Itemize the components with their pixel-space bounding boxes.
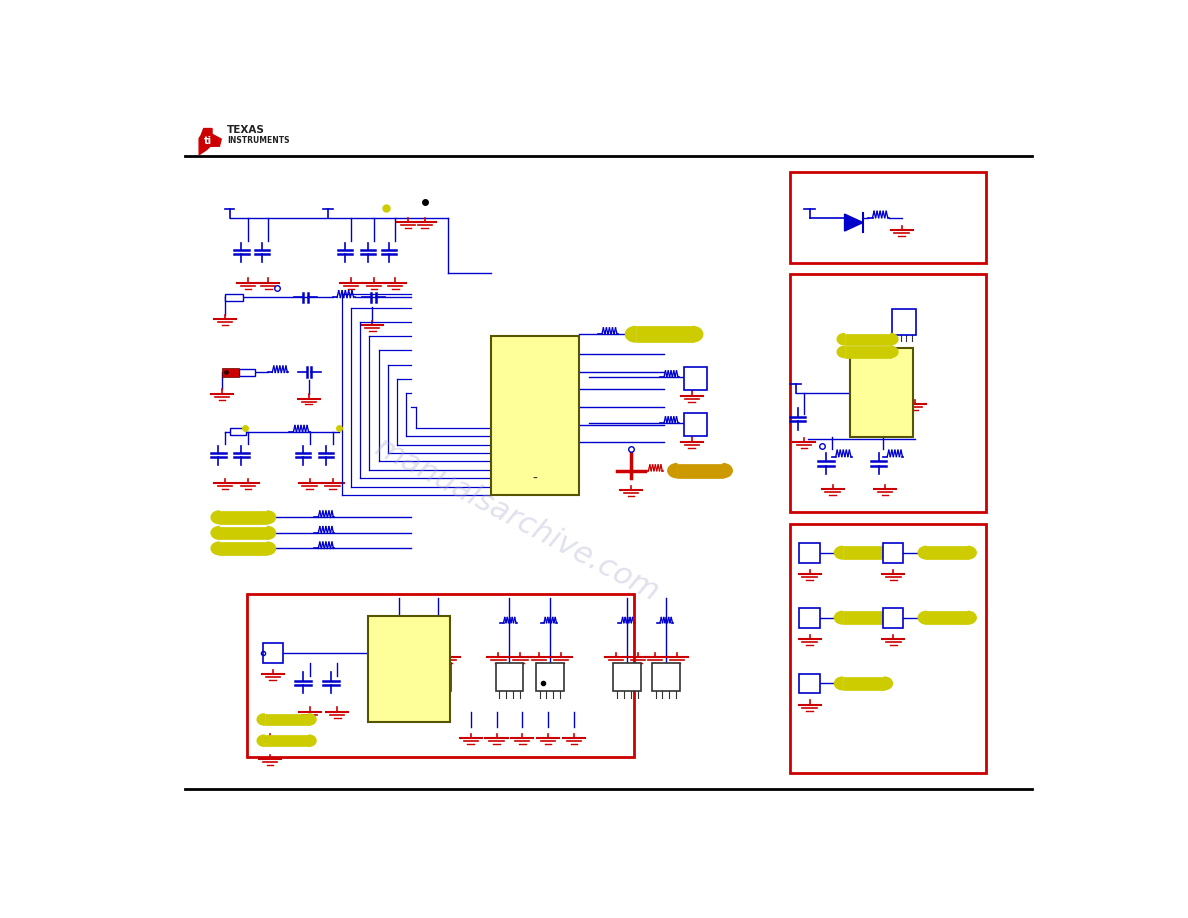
Bar xyxy=(536,663,564,691)
Text: ti: ti xyxy=(204,136,211,146)
Bar xyxy=(424,663,451,691)
Bar xyxy=(491,336,580,496)
Wedge shape xyxy=(668,464,677,477)
Bar xyxy=(495,663,523,691)
Bar xyxy=(220,527,267,539)
Wedge shape xyxy=(211,511,220,523)
Bar xyxy=(652,663,680,691)
Bar xyxy=(842,611,884,624)
Bar xyxy=(225,294,244,301)
Wedge shape xyxy=(309,735,316,746)
Wedge shape xyxy=(257,714,265,725)
Bar xyxy=(367,616,450,722)
Bar xyxy=(800,674,820,693)
Bar xyxy=(790,173,986,263)
Bar xyxy=(385,663,412,691)
Wedge shape xyxy=(918,546,927,559)
Wedge shape xyxy=(884,546,892,559)
Wedge shape xyxy=(834,546,842,559)
Wedge shape xyxy=(257,735,265,746)
Bar xyxy=(222,368,239,376)
Bar xyxy=(842,546,884,559)
Bar xyxy=(927,546,968,559)
Bar xyxy=(229,428,246,435)
Polygon shape xyxy=(200,129,221,155)
Bar xyxy=(265,735,309,746)
Wedge shape xyxy=(267,542,276,554)
Bar xyxy=(684,413,707,436)
Bar xyxy=(265,714,309,725)
Wedge shape xyxy=(968,546,977,559)
Wedge shape xyxy=(267,511,276,523)
Text: TEXAS: TEXAS xyxy=(227,126,265,136)
Bar xyxy=(800,543,820,563)
Text: manualsarchive.com: manualsarchive.com xyxy=(369,432,664,608)
Wedge shape xyxy=(918,611,927,624)
Wedge shape xyxy=(723,464,732,477)
Bar xyxy=(220,511,267,523)
Wedge shape xyxy=(838,346,845,357)
Text: INSTRUMENTS: INSTRUMENTS xyxy=(227,136,289,145)
Bar xyxy=(220,542,267,554)
Wedge shape xyxy=(891,346,898,357)
Wedge shape xyxy=(625,327,636,342)
Polygon shape xyxy=(845,214,862,231)
Bar xyxy=(892,309,916,335)
Bar xyxy=(239,369,255,376)
Text: -: - xyxy=(532,472,538,486)
Wedge shape xyxy=(968,611,977,624)
Bar xyxy=(247,594,633,757)
Bar xyxy=(800,608,820,628)
Wedge shape xyxy=(211,527,220,539)
Wedge shape xyxy=(838,333,845,345)
Wedge shape xyxy=(834,611,842,624)
Bar xyxy=(613,663,642,691)
Bar xyxy=(883,543,903,563)
Wedge shape xyxy=(267,527,276,539)
Wedge shape xyxy=(309,714,316,725)
Bar xyxy=(790,274,986,511)
Wedge shape xyxy=(884,677,892,689)
Wedge shape xyxy=(884,611,892,624)
Bar xyxy=(684,367,707,390)
Bar xyxy=(263,644,283,663)
Bar xyxy=(790,524,986,773)
Wedge shape xyxy=(693,327,703,342)
Bar xyxy=(845,333,891,345)
Bar xyxy=(842,677,884,689)
Wedge shape xyxy=(834,677,842,689)
Bar xyxy=(927,611,968,624)
Wedge shape xyxy=(211,542,220,554)
Bar xyxy=(845,346,891,357)
Bar xyxy=(851,348,912,437)
Bar xyxy=(883,608,903,628)
Wedge shape xyxy=(891,333,898,345)
Bar xyxy=(677,464,723,477)
Bar xyxy=(636,327,693,342)
